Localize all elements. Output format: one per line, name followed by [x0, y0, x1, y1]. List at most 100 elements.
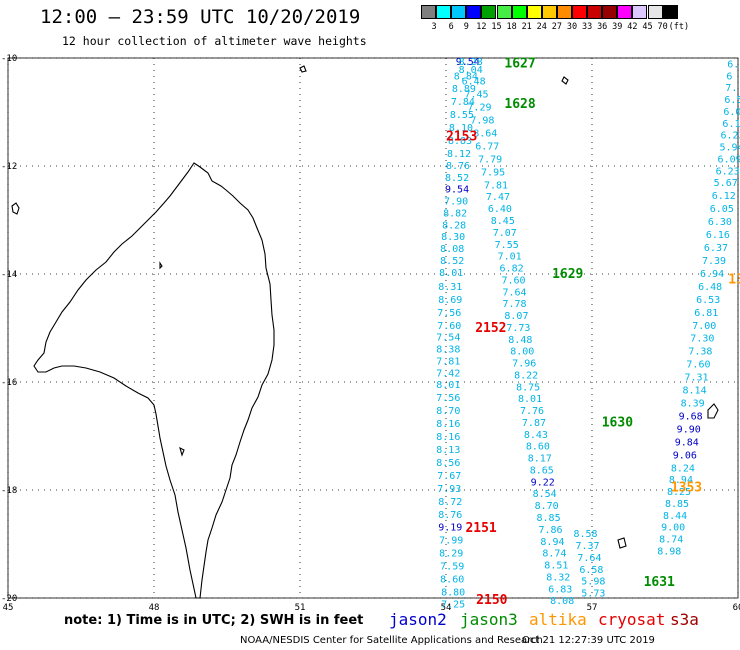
swh-value: 6.0	[723, 107, 740, 118]
swh-value: 8.52	[440, 256, 464, 267]
swh-value: 8.01	[436, 380, 460, 391]
swh-value: 5.67	[714, 178, 738, 189]
swh-value: 8.14	[683, 386, 707, 397]
swh-value: 8.10	[449, 123, 473, 134]
pass-number-label: 1629	[552, 267, 583, 282]
swh-value: 7.00	[692, 321, 716, 332]
footnote: note: 1) Time is in UTC; 2) SWH is in fe…	[64, 613, 364, 628]
swh-value: 9.84	[675, 437, 699, 448]
swh-value: 8.51	[544, 561, 568, 572]
legend-item-jason2: jason2	[389, 610, 447, 629]
swh-value: 8.83	[448, 136, 472, 147]
color-tick-label: 27	[551, 22, 563, 32]
islet	[159, 261, 163, 270]
swh-value: 8.94	[540, 537, 564, 548]
swh-value: 6.48	[698, 282, 722, 293]
swh-value: 8.25	[667, 487, 691, 498]
color-tick-label: 6	[448, 22, 454, 32]
legend-item-cryosat: cryosat	[598, 610, 666, 629]
swh-value: 6.48	[462, 77, 486, 88]
lat-tick-label: -20	[1, 594, 17, 604]
color-swatch	[481, 5, 497, 19]
color-swatch	[436, 5, 452, 19]
color-tick-label: 3	[431, 22, 437, 32]
swh-value: 8.56	[436, 458, 460, 469]
lon-tick-label: 45	[3, 603, 14, 613]
comoros-islet	[11, 202, 20, 215]
swh-value: 7.25	[441, 599, 465, 610]
swh-value: 9.22	[531, 477, 555, 488]
color-swatch	[647, 5, 663, 19]
swh-value: 7.55	[495, 240, 519, 251]
color-tick-label: 42	[627, 22, 638, 32]
swh-value: 7.64	[577, 553, 601, 564]
swh-value: 8.64	[473, 129, 497, 140]
swh-value: 8.16	[436, 432, 460, 443]
page-subtitle: 12 hour collection of altimeter wave hei…	[62, 34, 367, 48]
swh-value: 8.30	[441, 232, 465, 243]
lon-tick-label: 51	[295, 603, 306, 613]
pass-number-label: 13	[728, 272, 740, 287]
swh-value: 8.54	[533, 489, 557, 500]
swh-value: 8.89	[452, 84, 476, 95]
swh-value: 7.60	[501, 275, 525, 286]
pass-number-label: 2153	[446, 129, 477, 144]
lat-tick-label: -10	[1, 54, 17, 64]
swh-value: 8.94	[669, 475, 693, 486]
swh-value: 8.45	[491, 216, 515, 227]
swh-value: 7.07	[493, 228, 517, 239]
swh-value: 8.55	[450, 110, 474, 121]
swh-value: 8.52	[445, 173, 469, 184]
swh-value: 7.79	[478, 154, 502, 165]
reunion-islet	[617, 537, 627, 549]
pass-labels: 1627 1628 2153 1629 2152 1630 1353 2151 1631 2150…	[446, 56, 740, 608]
swh-value: 7.90	[444, 197, 468, 208]
swh-value: 5.73	[581, 589, 605, 600]
swh-value: 7.56	[436, 393, 460, 404]
swh-value: 8.17	[528, 454, 552, 465]
color-swatch	[632, 5, 648, 19]
swh-value: 7.99	[439, 536, 463, 547]
swh-value: 8.70	[535, 501, 559, 512]
swh-value: 7.56	[437, 308, 461, 319]
swh-value: 7.	[725, 83, 737, 94]
swh-value: 8.24	[671, 463, 695, 474]
swh-value: 8.85	[665, 499, 689, 510]
swh-value: 8.28	[442, 220, 466, 231]
swh-value: 8.04	[459, 65, 483, 76]
color-tick-label: 21	[521, 22, 532, 32]
swh-value: 7.98	[470, 116, 494, 127]
swh-value: 7.59	[440, 562, 464, 573]
swh-value: 6.05	[710, 204, 734, 215]
swh-value: 8.84	[454, 71, 478, 82]
swh-value: 8.48	[508, 335, 532, 346]
swh-value: 7.60	[437, 321, 461, 332]
swh-value: 8.31	[438, 282, 462, 293]
swh-value: 6.83	[548, 584, 572, 595]
swh-value: 7.87	[522, 418, 546, 429]
swh-value: 7.45	[464, 90, 488, 101]
lat-tick-label: -12	[1, 162, 17, 172]
islet	[561, 76, 569, 85]
swh-value: 9.68	[679, 411, 703, 422]
swh-values: 9.548.848.897.848.558.108.838.128.768.52…	[436, 57, 740, 610]
swh-value: 7.42	[436, 368, 460, 379]
swh-value: 6.16	[706, 230, 730, 241]
swh-value: 7.37	[575, 541, 599, 552]
swh-value: 7.54	[436, 333, 460, 344]
color-tick-label: 33	[581, 22, 593, 32]
swh-value: 9.19	[438, 523, 462, 534]
swh-value: 7.64	[502, 287, 526, 298]
swh-value: 8.80	[441, 588, 465, 599]
color-tick-label: 12	[476, 22, 487, 32]
color-swatch	[662, 5, 678, 19]
legend-item-altika: altika	[529, 610, 587, 629]
legend-item-jason3: jason3	[460, 610, 518, 629]
swh-value: 6	[726, 71, 732, 82]
swh-value: 7.86	[538, 525, 562, 536]
swh-value: 6.77	[475, 141, 499, 152]
swh-value: 8.82	[443, 208, 467, 219]
color-swatch	[421, 5, 437, 19]
